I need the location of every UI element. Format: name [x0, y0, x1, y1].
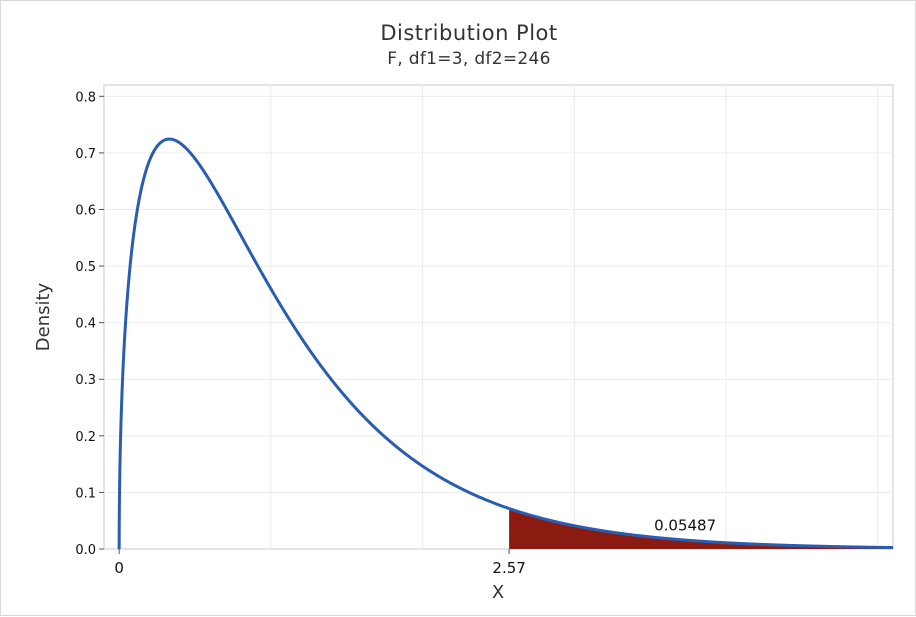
x-axis-ticks: 0 2.57 [114, 549, 526, 577]
x-tick-label-1: 2.57 [492, 559, 525, 577]
x-axis-label: X [492, 582, 504, 603]
density-curve-line [117, 137, 894, 550]
density-curve [117, 137, 894, 550]
tail-area-fill [509, 508, 893, 549]
plot-area [103, 84, 894, 550]
y-axis-label: Density [33, 282, 54, 351]
shaded-tail-region [509, 508, 893, 549]
y-tick-label-1: 0.1 [75, 486, 96, 501]
chart-title: Distribution Plot [380, 21, 557, 45]
y-tick-label-7: 0.7 [75, 147, 96, 162]
y-tick-label-6: 0.6 [75, 203, 96, 218]
y-axis-ticks: 0.0 0.1 0.2 0.3 0.4 0.5 0.6 0.7 0.8 [75, 90, 104, 558]
x-tick-label-0: 0 [114, 559, 124, 577]
y-tick-label-2: 0.2 [75, 430, 96, 445]
y-tick-label-8: 0.8 [75, 90, 96, 105]
chart-subtitle: F, df1=3, df2=246 [387, 49, 550, 69]
grid-lines [104, 85, 893, 549]
y-tick-label-0: 0.0 [75, 543, 96, 558]
y-tick-label-5: 0.5 [75, 260, 96, 275]
tail-area-label: 0.05487 [654, 516, 716, 534]
y-tick-label-3: 0.3 [75, 373, 96, 388]
y-tick-label-4: 0.4 [75, 317, 96, 332]
